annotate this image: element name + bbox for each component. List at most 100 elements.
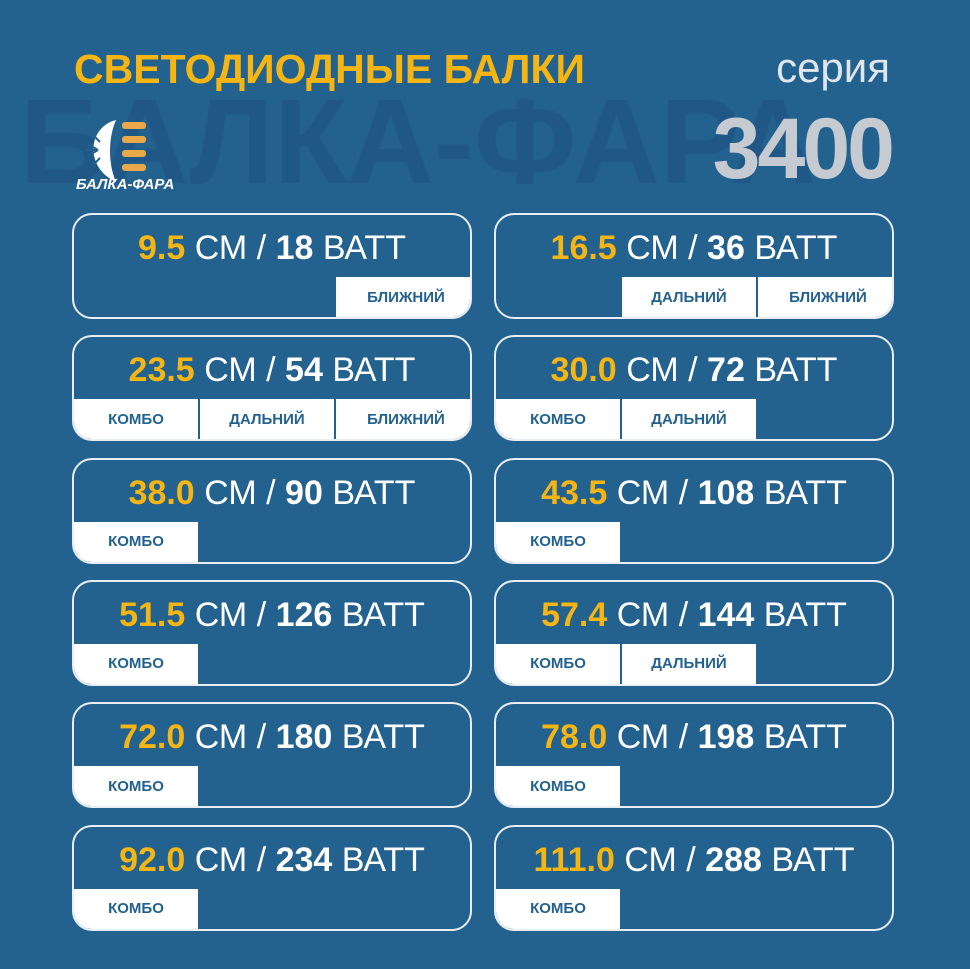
watt-unit: ВАТТ: [763, 595, 847, 634]
product-spec: 38.0 СМ / 90 ВАТТ: [74, 474, 470, 513]
logo-text: БАЛКА-ФАРА: [76, 176, 175, 193]
power-value: 36: [707, 229, 745, 267]
length-value: 30.0: [550, 351, 617, 390]
length-value: 16.5: [550, 229, 617, 267]
length-value: 23.5: [128, 351, 195, 390]
beam-type-tag: ДАЛЬНИЙ: [622, 399, 756, 440]
series-label: серия: [776, 44, 890, 91]
beam-type-tag: КОМБО: [496, 766, 620, 807]
power-value: 180: [275, 718, 333, 757]
separator: /: [688, 229, 698, 267]
cm-unit: СМ: [194, 840, 248, 879]
beam-type-tag: КОМБО: [74, 766, 198, 807]
separator: /: [678, 595, 689, 634]
watt-unit: ВАТТ: [754, 229, 838, 267]
cm-unit: СМ: [204, 473, 257, 512]
beam-type-tag: ДАЛЬНИЙ: [622, 643, 756, 684]
headlight-logo-icon: [86, 120, 146, 182]
product-card: 23.5 СМ / 54 ВАТТ КОМБО ДАЛЬНИЙ БЛИЖНИЙ: [72, 335, 472, 442]
product-card: 111.0 СМ / 288 ВАТТ КОМБО: [494, 824, 894, 931]
beam-type-tag: КОМБО: [74, 643, 198, 684]
product-card: 16.5 СМ / 36 ВАТТ ДАЛЬНИЙ БЛИЖНИЙ: [494, 213, 894, 319]
beam-type-tag: БЛИЖНИЙ: [758, 277, 892, 317]
product-spec: 72.0 СМ / 180 ВАТТ: [74, 718, 470, 757]
cm-unit: СМ: [616, 595, 670, 634]
separator: /: [678, 718, 689, 757]
watt-unit: ВАТТ: [332, 473, 416, 512]
power-value: 90: [285, 473, 323, 512]
product-card: 92.0 СМ / 234 ВАТТ КОМБО: [72, 824, 472, 931]
product-spec: 43.5 СМ / 108 ВАТТ: [496, 474, 892, 513]
separator: /: [256, 718, 267, 757]
power-value: 126: [275, 595, 333, 634]
cm-unit: СМ: [626, 351, 679, 390]
beam-type-tag: КОМБО: [496, 399, 620, 440]
product-card: 30.0 СМ / 72 ВАТТ КОМБО ДАЛЬНИЙ: [494, 335, 894, 442]
product-card: 43.5 СМ / 108 ВАТТ КОМБО: [494, 457, 894, 564]
watt-unit: ВАТТ: [341, 718, 425, 757]
length-value: 72.0: [119, 718, 186, 757]
power-value: 72: [707, 351, 745, 390]
beam-type-tag: КОМБО: [74, 888, 198, 929]
watt-unit: ВАТТ: [763, 473, 847, 512]
power-value: 198: [697, 718, 755, 757]
beam-type-tag: КОМБО: [496, 643, 620, 684]
product-spec: 30.0 СМ / 72 ВАТТ: [496, 351, 892, 390]
cm-unit: СМ: [194, 718, 248, 757]
separator: /: [678, 473, 689, 512]
beam-type-tag: ДАЛЬНИЙ: [622, 277, 756, 317]
cm-unit: СМ: [194, 595, 248, 634]
product-card: 38.0 СМ / 90 ВАТТ КОМБО: [72, 457, 472, 564]
length-value: 9.5: [138, 229, 186, 267]
length-value: 92.0: [119, 840, 186, 879]
watt-unit: ВАТТ: [341, 595, 425, 634]
product-spec: 16.5 СМ / 36 ВАТТ: [496, 229, 892, 268]
watt-unit: ВАТТ: [341, 840, 425, 879]
beam-type-tag: КОМБО: [496, 521, 620, 562]
length-value: 38.0: [128, 473, 195, 512]
watt-unit: ВАТТ: [771, 840, 855, 879]
watermark-image: [0, 70, 970, 220]
power-value: 144: [697, 595, 755, 634]
product-card: 72.0 СМ / 180 ВАТТ КОМБО: [72, 702, 472, 809]
product-card: 78.0 СМ / 198 ВАТТ КОМБО: [494, 702, 894, 809]
separator: /: [688, 351, 698, 390]
page-title: СВЕТОДИОДНЫЕ БАЛКИ: [74, 46, 585, 92]
beam-type-tag: КОМБО: [74, 521, 198, 562]
product-spec: 78.0 СМ / 198 ВАТТ: [496, 718, 892, 757]
length-value: 51.5: [119, 595, 186, 634]
watt-unit: ВАТТ: [754, 351, 838, 390]
product-spec: 23.5 СМ / 54 ВАТТ: [74, 351, 470, 390]
product-spec: 111.0 СМ / 288 ВАТТ: [496, 841, 892, 880]
product-card: 9.5 СМ / 18 ВАТТ БЛИЖНИЙ: [72, 213, 472, 319]
power-value: 108: [697, 473, 755, 512]
separator: /: [256, 595, 267, 634]
length-value: 57.4: [541, 595, 608, 634]
length-value: 43.5: [541, 473, 608, 512]
cm-unit: СМ: [616, 718, 670, 757]
beam-type-tag: КОМБО: [496, 888, 620, 929]
product-spec: 51.5 СМ / 126 ВАТТ: [74, 596, 470, 635]
power-value: 54: [285, 351, 323, 390]
beam-type-tag: ДАЛЬНИЙ: [200, 399, 334, 440]
separator: /: [686, 840, 696, 879]
cm-unit: СМ: [204, 351, 257, 390]
product-spec: 9.5 СМ / 18 ВАТТ: [74, 229, 470, 268]
beam-type-tag: БЛИЖНИЙ: [336, 399, 470, 440]
watt-unit: ВАТТ: [763, 718, 847, 757]
separator: /: [256, 229, 267, 267]
power-value: 18: [275, 229, 314, 267]
product-card: 57.4 СМ / 144 ВАТТ КОМБО ДАЛЬНИЙ: [494, 579, 894, 686]
length-value: 78.0: [541, 718, 608, 757]
cm-unit: СМ: [194, 229, 248, 267]
series-number: 3400: [712, 101, 895, 197]
power-value: 288: [705, 840, 762, 879]
beam-type-tag: КОМБО: [74, 399, 198, 440]
cm-unit: СМ: [626, 229, 679, 267]
length-value: 111.0: [533, 840, 615, 879]
product-spec: 57.4 СМ / 144 ВАТТ: [496, 596, 892, 635]
separator: /: [266, 473, 276, 512]
cm-unit: СМ: [616, 473, 670, 512]
beam-type-tag: БЛИЖНИЙ: [336, 277, 470, 317]
